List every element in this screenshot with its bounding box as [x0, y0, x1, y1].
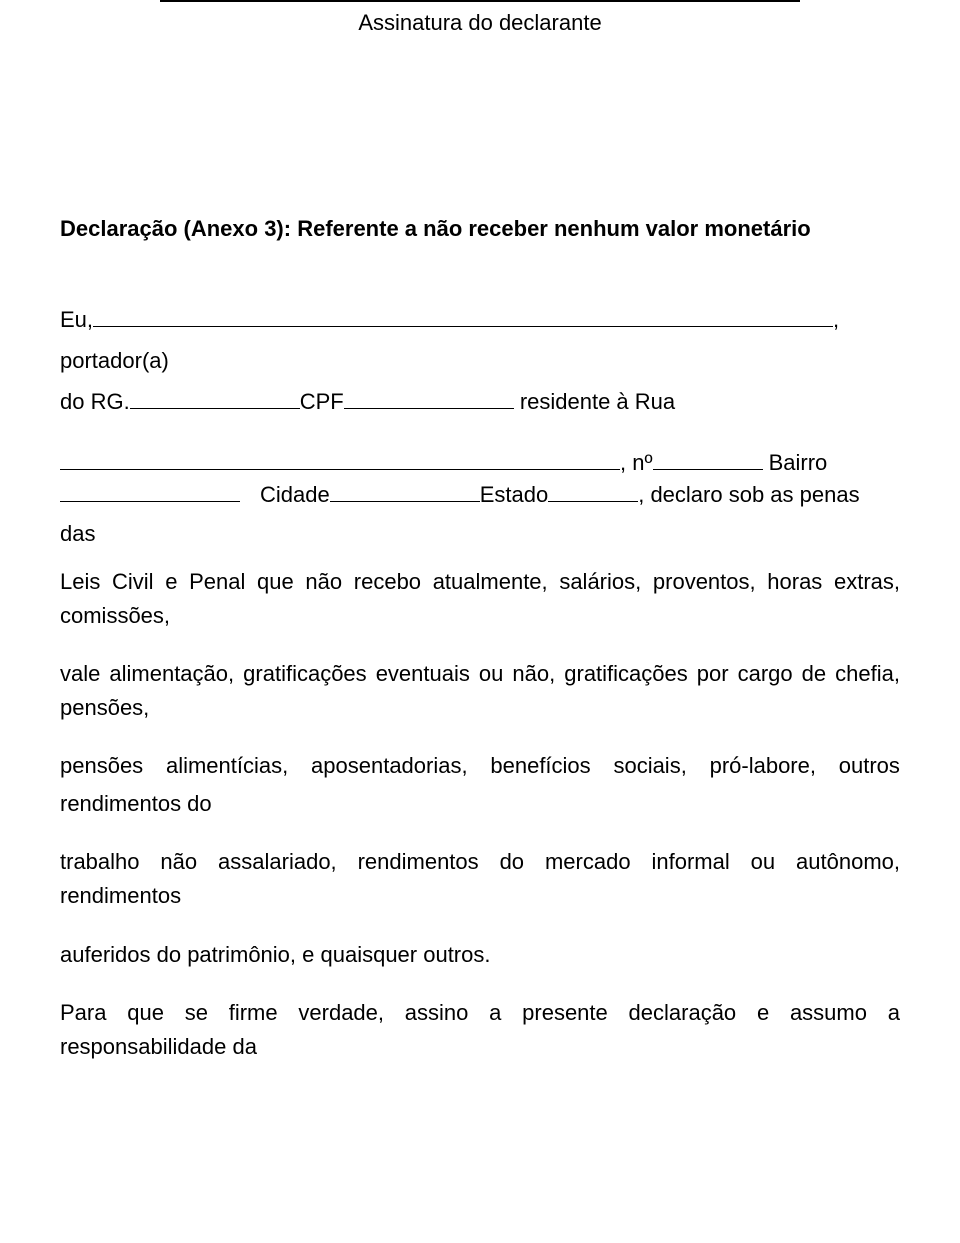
line-eu: Eu,,	[60, 302, 900, 337]
blank-num[interactable]	[653, 469, 763, 470]
signature-line	[160, 0, 800, 2]
label-das: das	[60, 516, 900, 551]
w1: pensões	[60, 749, 143, 783]
body-p2: vale alimentação, gratificações eventuai…	[60, 657, 900, 725]
body-p1: Leis Civil e Penal que não recebo atualm…	[60, 565, 900, 633]
w4: benefícios	[490, 749, 590, 783]
w2: alimentícias,	[166, 749, 288, 783]
signature-label: Assinatura do declarante	[60, 10, 900, 36]
comma: ,	[833, 307, 839, 332]
line-rg-cpf: do RG. CPF residente à Rua	[60, 384, 900, 419]
w5: sociais,	[613, 749, 686, 783]
label-residente: residente à Rua	[514, 389, 675, 414]
blank-cpf[interactable]	[344, 408, 514, 409]
label-bairro: Bairro	[763, 450, 828, 475]
body-p3b: rendimentos do	[60, 787, 900, 821]
blank-name[interactable]	[93, 326, 833, 327]
body-p3a: pensões alimentícias, aposentadorias, be…	[60, 749, 900, 783]
w3: aposentadorias,	[311, 749, 468, 783]
blank-street[interactable]	[60, 469, 620, 470]
line-address: , nº Bairro	[60, 450, 900, 476]
blank-estado[interactable]	[548, 501, 638, 502]
document-page: Assinatura do declarante Declaração (Ane…	[0, 0, 960, 1148]
blank-bairro[interactable]	[60, 501, 240, 502]
body-text: Leis Civil e Penal que não recebo atualm…	[60, 565, 900, 1064]
label-cidade: Cidade	[260, 482, 330, 508]
label-estado: Estado	[480, 482, 549, 508]
label-num: , nº	[620, 450, 653, 475]
blank-rg[interactable]	[130, 408, 300, 409]
declaration-title: Declaração (Anexo 3): Referente a não re…	[60, 216, 900, 242]
label-eu: Eu,	[60, 307, 93, 332]
label-declaro: , declaro sob as penas	[638, 482, 859, 508]
body-p6: Para que se firme verdade, assino a pres…	[60, 996, 900, 1064]
label-cpf: CPF	[300, 389, 344, 414]
w6: pró-labore,	[710, 749, 816, 783]
w7: outros	[839, 749, 900, 783]
label-rg: do RG.	[60, 389, 130, 414]
line-city: Cidade Estado , declaro sob as penas	[60, 482, 900, 508]
line-portador: portador(a)	[60, 343, 900, 378]
body-p5: auferidos do patrimônio, e quaisquer out…	[60, 938, 900, 972]
blank-cidade[interactable]	[330, 501, 480, 502]
body-p4: trabalho não assalariado, rendimentos do…	[60, 845, 900, 913]
